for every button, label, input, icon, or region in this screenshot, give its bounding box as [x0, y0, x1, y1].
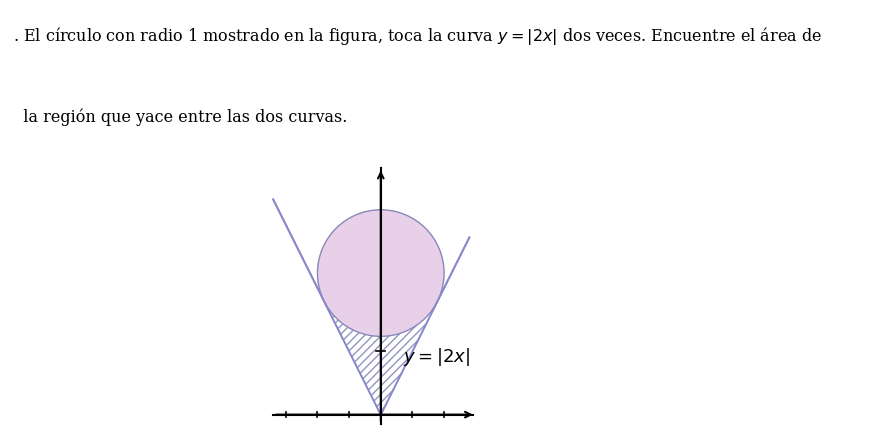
Polygon shape — [317, 210, 444, 415]
Text: la región que yace entre las dos curvas.: la región que yace entre las dos curvas. — [13, 108, 347, 126]
Circle shape — [317, 210, 444, 337]
Text: $y = |2x|$: $y = |2x|$ — [403, 345, 470, 367]
Text: . El círculo con radio 1 mostrado en la figura, toca la curva $y=|2x|$ dos veces: . El círculo con radio 1 mostrado en la … — [13, 25, 822, 47]
